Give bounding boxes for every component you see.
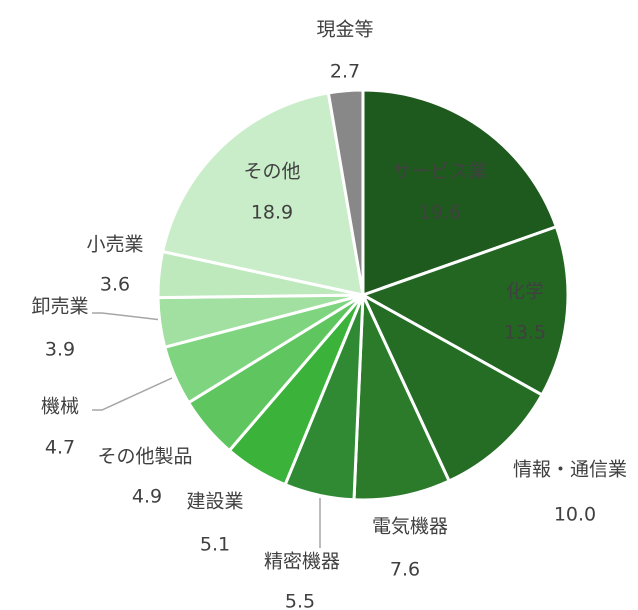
slice-label: 電気機器 xyxy=(372,516,448,538)
slice-label: 精密機器 xyxy=(264,551,340,573)
leader-lines xyxy=(92,312,321,548)
slice-label: 機械 xyxy=(41,396,79,418)
value-label: 5.5 xyxy=(285,591,315,610)
leader-line xyxy=(92,312,163,321)
slice-label: 化学 xyxy=(506,281,544,303)
slice-label: 卸売業 xyxy=(31,296,88,318)
slice-label: 情報・通信業 xyxy=(513,459,627,481)
value-label: 5.1 xyxy=(200,534,230,556)
slice-label: 小売業 xyxy=(86,234,143,256)
value-label: 18.9 xyxy=(251,202,293,224)
value-label: 3.9 xyxy=(45,339,75,361)
pie-slice xyxy=(352,294,452,502)
value-label: 7.6 xyxy=(390,559,420,581)
slice-label: その他 xyxy=(243,161,300,183)
pie-slice xyxy=(326,88,365,296)
value-label: 13.5 xyxy=(504,322,546,344)
value-label: 2.7 xyxy=(330,61,360,83)
value-label: 10.0 xyxy=(554,504,596,526)
leader-line xyxy=(92,377,173,411)
pie-slice xyxy=(359,291,545,484)
slice-label: その他製品 xyxy=(97,446,192,468)
slice-label: サービス業 xyxy=(392,161,487,183)
value-label: 4.9 xyxy=(132,486,162,508)
pie-slice xyxy=(359,224,570,397)
pie-slice xyxy=(160,91,365,297)
slice-label: 現金等 xyxy=(316,19,373,41)
value-label: 4.7 xyxy=(45,437,75,459)
value-label: 19.6 xyxy=(419,202,461,224)
slice-label: 建設業 xyxy=(186,491,243,513)
value-label: 3.6 xyxy=(100,274,130,296)
